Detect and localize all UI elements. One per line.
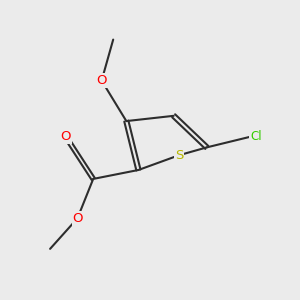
Text: S: S [175,149,183,162]
Text: O: O [61,130,71,143]
Text: Cl: Cl [250,130,262,143]
Text: O: O [72,212,83,225]
Text: O: O [96,74,107,87]
